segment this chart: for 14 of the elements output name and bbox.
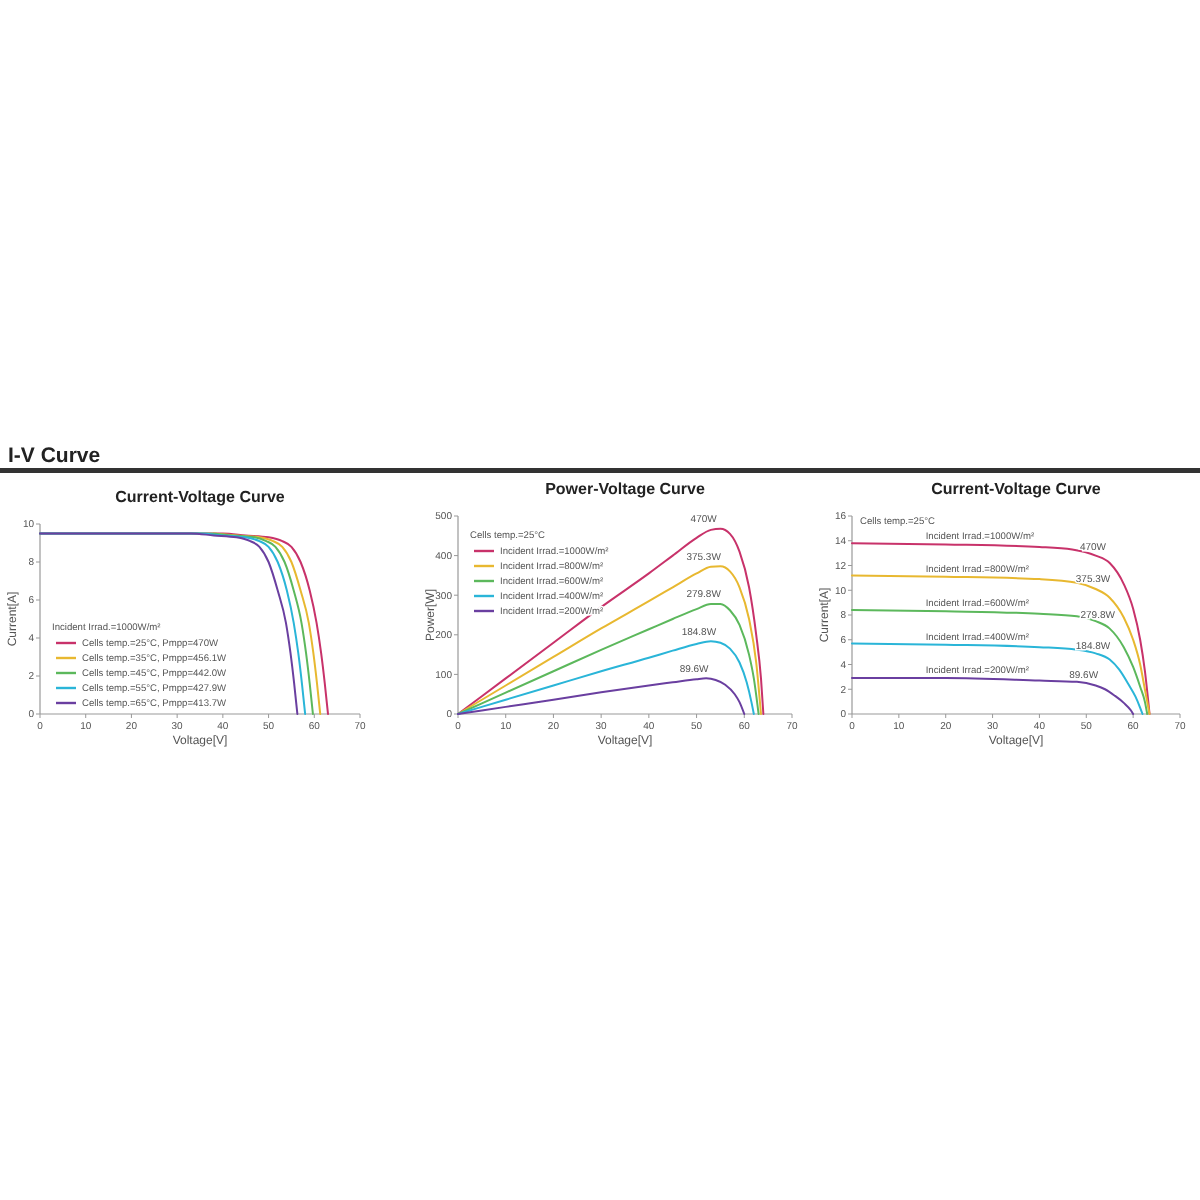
line-series — [851, 642, 1144, 715]
line-series — [457, 677, 746, 715]
line-series — [457, 565, 762, 715]
line-series — [851, 609, 1149, 715]
line-series — [851, 677, 1135, 715]
line-series — [851, 574, 1151, 715]
chart-title: Current-Voltage Curve — [931, 480, 1102, 498]
chart-title: Power-Voltage Curve — [545, 480, 706, 498]
line-series — [457, 602, 760, 715]
line-series — [457, 527, 765, 715]
line-series — [851, 542, 1151, 715]
text: I-V Curve — [8, 444, 101, 468]
line-series — [457, 640, 755, 715]
chart-title: Current-Voltage Curve — [115, 488, 286, 506]
